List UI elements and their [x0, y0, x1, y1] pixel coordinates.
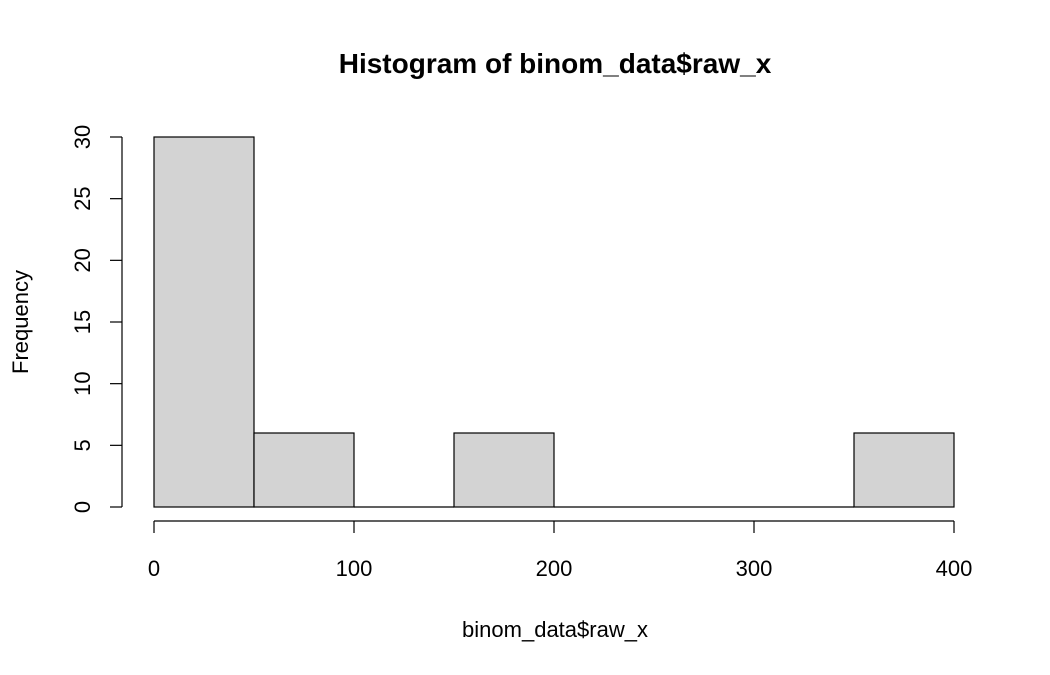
y-axis: 0 5 10 15 20 25 30 [70, 125, 123, 513]
x-tick-label: 100 [336, 556, 373, 581]
y-axis-label: Frequency [8, 270, 33, 374]
x-tick-label: 200 [536, 556, 573, 581]
y-tick-label: 20 [70, 248, 95, 272]
histogram-bar-0 [153, 136, 255, 508]
histogram-bar-1 [253, 432, 355, 508]
x-axis-label: binom_data$raw_x [462, 617, 648, 642]
x-tick-label: 300 [736, 556, 773, 581]
y-tick-label: 30 [70, 125, 95, 149]
x-tick-label: 0 [148, 556, 160, 581]
y-tick-label: 15 [70, 310, 95, 334]
bars-group [153, 136, 955, 508]
y-tick-label: 5 [70, 439, 95, 451]
chart-title: Histogram of binom_data$raw_x [339, 48, 772, 79]
x-tick-label: 400 [936, 556, 973, 581]
y-tick-label: 0 [70, 501, 95, 513]
y-tick-label: 10 [70, 371, 95, 395]
histogram-bar-3 [453, 432, 555, 508]
x-axis: 0 100 200 300 400 [148, 520, 973, 581]
y-tick-label: 25 [70, 186, 95, 210]
histogram-bar-7 [853, 432, 955, 508]
